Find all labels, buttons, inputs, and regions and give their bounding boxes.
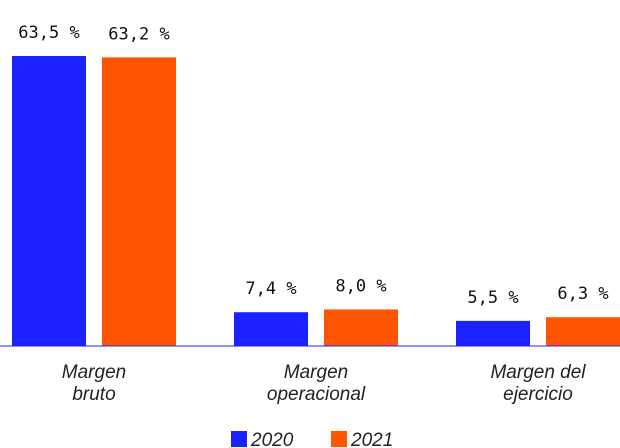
value-label: 5,5 % (467, 288, 518, 308)
bar (456, 320, 530, 346)
x-tick-label: Margen bruto (61, 362, 127, 405)
bar (324, 309, 398, 346)
legend-swatch (231, 431, 247, 447)
legend-label: 2020 (250, 430, 294, 448)
value-label: 63,5 % (18, 23, 79, 43)
x-tick-label: Margen del ejercicio (490, 362, 586, 405)
bar (234, 312, 308, 346)
value-label: 8,0 % (335, 276, 386, 296)
bar (102, 57, 176, 346)
value-label: 6,3 % (557, 284, 608, 304)
value-label: 7,4 % (245, 279, 296, 299)
legend-label: 2021 (350, 430, 393, 448)
legend-swatch (331, 431, 347, 447)
bar (12, 55, 86, 347)
bar (546, 317, 620, 346)
x-tick-label: Margen operacional (266, 362, 366, 405)
value-label: 63,2 % (108, 24, 169, 44)
